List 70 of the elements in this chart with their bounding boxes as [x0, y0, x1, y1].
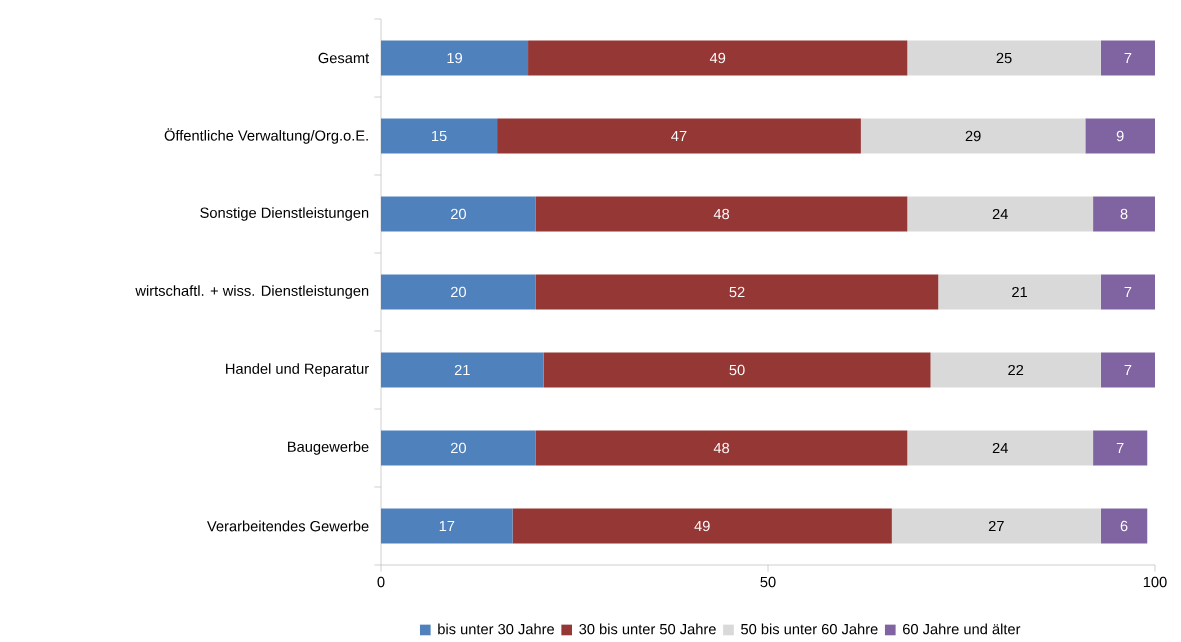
bar — [907, 40, 1101, 76]
x-tick-label: 100 — [1143, 576, 1167, 588]
data-label: 48 — [713, 208, 730, 220]
data-label: 29 — [965, 130, 981, 142]
data-label: 27 — [988, 521, 1004, 532]
bar — [930, 352, 1101, 388]
data-label: 20 — [450, 208, 466, 220]
bar — [535, 430, 908, 466]
y-tick-label: Verarbeitendes Gewerbe — [207, 520, 369, 532]
data-label: 7 — [1116, 443, 1124, 454]
data-label: 21 — [1012, 287, 1027, 298]
bar — [1100, 274, 1155, 310]
data-label: 6 — [1120, 520, 1128, 532]
bar — [528, 40, 908, 76]
y-tick-label: Sonstige Dienstleistungen — [200, 207, 369, 221]
bar — [381, 118, 498, 154]
bar — [381, 40, 529, 76]
legend-label: bis unter 30 Jahre — [438, 623, 555, 635]
data-label: 9 — [1116, 130, 1124, 142]
data-label: 49 — [694, 520, 710, 532]
data-label: 19 — [447, 52, 462, 64]
legend-label: 50 bis unter 60 Jahre — [741, 623, 878, 635]
data-label: 17 — [439, 521, 455, 532]
bar — [381, 508, 513, 544]
bar — [938, 274, 1101, 310]
data-label: 7 — [1124, 53, 1132, 64]
data-label: 20 — [450, 442, 466, 454]
bar — [381, 352, 544, 388]
bar — [1093, 196, 1155, 232]
data-label: 7 — [1124, 287, 1132, 298]
legend-label: 60 Jahre und älter — [903, 623, 1021, 635]
bar — [891, 508, 1101, 544]
data-label: 25 — [996, 52, 1012, 64]
y-tick-label: Handel und Reparatur — [226, 363, 369, 377]
data-label: 49 — [709, 52, 726, 64]
bar — [1100, 508, 1148, 544]
bar — [512, 508, 892, 544]
y-tick-label: Gesamt — [318, 52, 370, 64]
data-label: 21 — [454, 365, 470, 376]
bar — [543, 352, 931, 388]
data-label: 22 — [1008, 365, 1024, 376]
y-tick-label: wirtschaftl. + wiss. Dienstleistungen — [135, 285, 369, 299]
legend-label: 30 bis unter 50 Jahre — [579, 623, 716, 635]
bar — [1085, 118, 1155, 154]
data-label: 24 — [992, 443, 1008, 454]
bar — [381, 274, 536, 310]
y-tick-label: Öffentliche Verwaltung/Org.o.E. — [164, 128, 368, 144]
data-label: 20 — [450, 286, 466, 298]
data-label: 50 — [729, 364, 745, 376]
data-label: 8 — [1120, 208, 1128, 220]
bar — [381, 196, 536, 232]
bar — [535, 274, 939, 310]
bar — [1100, 40, 1155, 76]
x-tick-label: 0 — [377, 576, 385, 588]
data-label: 47 — [671, 131, 687, 142]
bar — [907, 430, 1094, 466]
bar — [535, 196, 908, 232]
bar — [907, 196, 1094, 232]
bar — [1093, 430, 1148, 466]
data-label: 52 — [729, 286, 745, 298]
y-tick-label: Baugewerbe — [288, 441, 369, 455]
bar — [1100, 352, 1155, 388]
x-tick-label: 50 — [760, 576, 776, 588]
bar — [381, 430, 536, 466]
data-label: 24 — [992, 209, 1008, 220]
data-label: 7 — [1124, 365, 1132, 376]
data-label: 15 — [432, 131, 447, 142]
data-label: 48 — [713, 442, 730, 454]
bar — [860, 118, 1086, 154]
bar — [497, 118, 861, 154]
